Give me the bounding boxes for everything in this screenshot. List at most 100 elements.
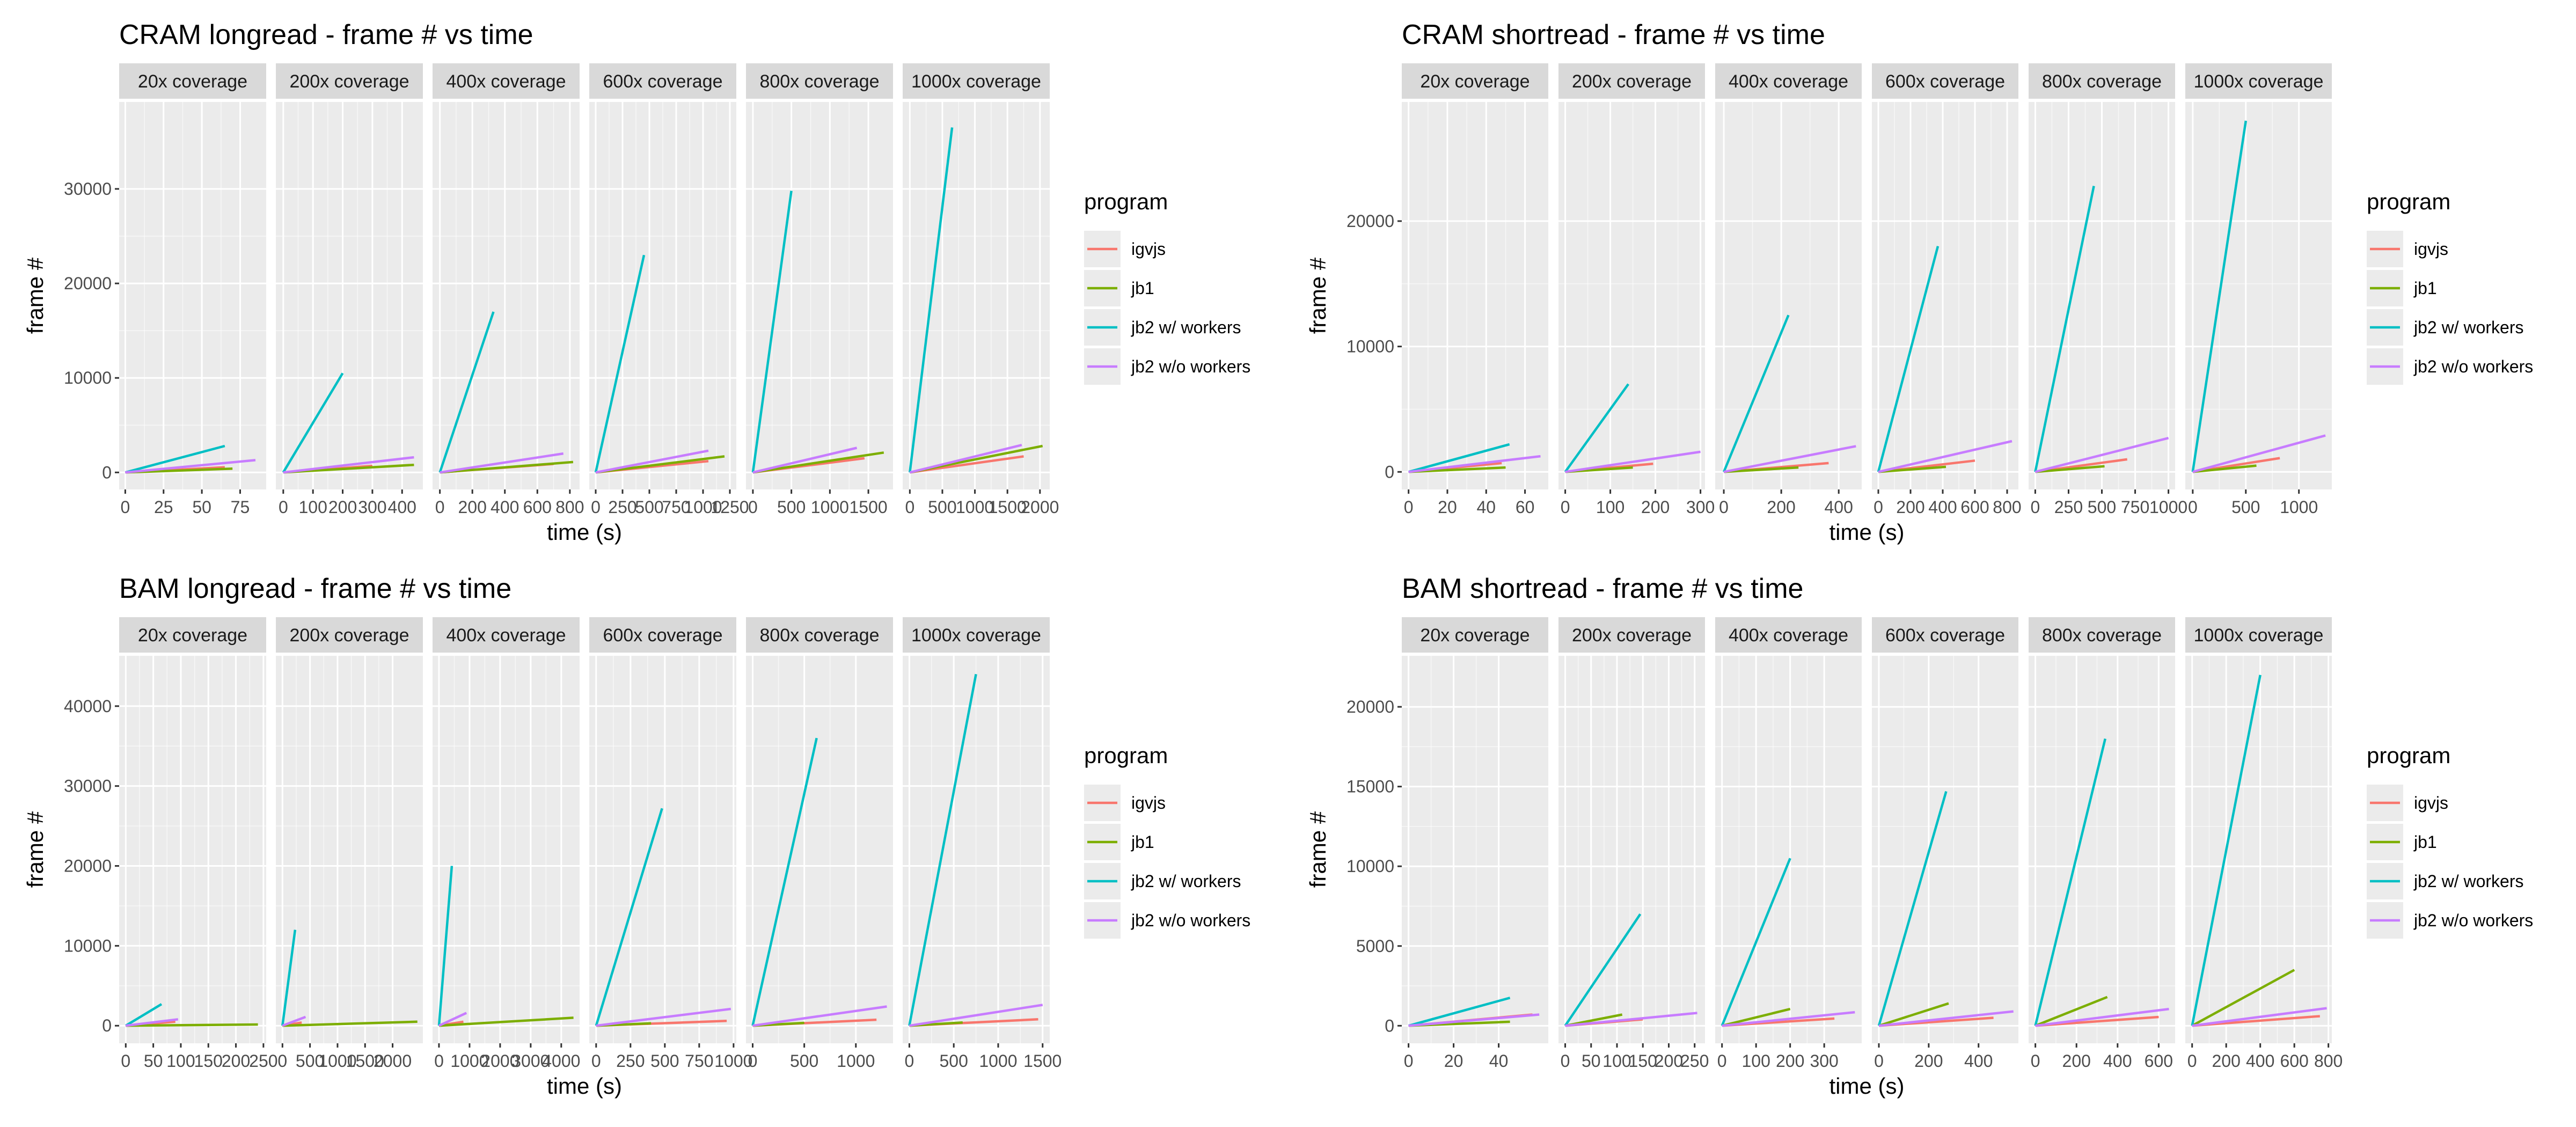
x-tick-label: 4000 bbox=[542, 1051, 580, 1071]
series-line-jb2-w-workers bbox=[1408, 443, 1510, 473]
panel-background bbox=[1715, 102, 1862, 489]
x-tick-label: 2000 bbox=[481, 1051, 519, 1071]
series-line-jb1 bbox=[1723, 466, 1799, 473]
x-tick-label: 150 bbox=[1629, 1051, 1657, 1071]
x-tick-label: 200 bbox=[1914, 1051, 1943, 1071]
x-tick-label: 0 bbox=[1874, 497, 1883, 517]
x-tick-label: 100 bbox=[166, 1051, 195, 1071]
x-tick-label: 400 bbox=[1964, 1051, 1993, 1071]
chart-bam-shortread-frame-vs-time: BAM shortread - frame # vs time050001000… bbox=[1305, 573, 2533, 1099]
x-tick-label: 1500 bbox=[850, 497, 888, 517]
panel-background bbox=[276, 656, 423, 1043]
x-tick-label: 2000 bbox=[1021, 497, 1059, 517]
series-line-jb2-w-o-workers bbox=[2192, 434, 2326, 473]
facet-strip-label: 20x coverage bbox=[1420, 71, 1529, 92]
y-tick-label: 20000 bbox=[1346, 697, 1394, 716]
chart-cram-shortread-frame-vs-time: CRAM shortread - frame # vs time01000020… bbox=[1305, 19, 2533, 545]
x-tick-label: 500 bbox=[777, 497, 806, 517]
x-tick-label: 400 bbox=[2246, 1051, 2274, 1071]
x-tick-label: 200 bbox=[1896, 497, 1924, 517]
legend-label: jb2 w/o workers bbox=[1131, 911, 1250, 930]
x-tick-label: 0 bbox=[2031, 497, 2040, 517]
series-line-jb2-w-o-workers bbox=[2192, 1007, 2327, 1027]
x-tick-label: 0 bbox=[2031, 1051, 2040, 1071]
legend-title: program bbox=[1084, 743, 1168, 768]
facet-strip bbox=[276, 617, 423, 653]
x-tick-label: 0 bbox=[1404, 497, 1414, 517]
x-tick-label: 0 bbox=[1561, 497, 1570, 517]
panel-background bbox=[1402, 656, 1548, 1043]
legend: program igvjs jb1 jb2 w/ workers jb2 w/o wor… bbox=[2367, 743, 2533, 939]
series-line-jb2-w-workers bbox=[438, 311, 495, 473]
facet-strip bbox=[1558, 63, 1705, 99]
facet-strip-label: 600x coverage bbox=[1885, 625, 2005, 646]
x-axis-title: time (s) bbox=[1829, 519, 1905, 545]
facet-strip bbox=[1402, 617, 1548, 653]
x-axis-title: time (s) bbox=[547, 1073, 622, 1099]
x-tick-label: 100 bbox=[1602, 1051, 1631, 1071]
facet-strip-label: 200x coverage bbox=[1572, 71, 1692, 92]
x-axis-title: time (s) bbox=[547, 519, 622, 545]
x-tick-label: 1500 bbox=[989, 497, 1027, 517]
legend-item-igvjs: igvjs bbox=[2367, 231, 2448, 267]
legend-item-jb2-w-workers: jb2 w/ workers bbox=[2367, 309, 2524, 346]
panel-background bbox=[746, 656, 893, 1043]
x-tick-label: 0 bbox=[591, 497, 601, 517]
x-tick-label: 800 bbox=[555, 497, 584, 517]
x-tick-label: 300 bbox=[358, 497, 386, 517]
legend: program igvjs jb1 jb2 w/ workers jb2 w/o wor… bbox=[1084, 189, 1250, 385]
x-tick-label: 250 bbox=[2054, 497, 2083, 517]
series-line-jb2-w-o-workers bbox=[2035, 1007, 2169, 1027]
legend-item-igvjs: igvjs bbox=[2367, 785, 2448, 821]
legend-label: igvjs bbox=[2414, 793, 2448, 813]
series-line-jb2-w-o-workers bbox=[1408, 1013, 1540, 1027]
x-tick-label: 40 bbox=[1476, 497, 1496, 517]
series-line-jb2-w-o-workers bbox=[596, 1007, 731, 1027]
x-tick-label: 0 bbox=[121, 1051, 130, 1071]
facet-1000x-coverage: 1000x coverage 0 500 1000 1500 bbox=[903, 617, 1062, 1071]
series-line-jb1 bbox=[752, 451, 884, 474]
y-tick-label: 10000 bbox=[1346, 857, 1394, 876]
x-tick-label: 200 bbox=[1767, 497, 1795, 517]
series-line-jb1 bbox=[438, 1016, 574, 1027]
panel-background bbox=[2029, 656, 2175, 1043]
series-line-jb1 bbox=[283, 463, 414, 474]
x-tick-label: 600 bbox=[2280, 1051, 2308, 1071]
panel-background bbox=[433, 656, 580, 1043]
series-line-jb2-w-workers bbox=[595, 808, 663, 1026]
series-line-jb2-w-o-workers bbox=[752, 447, 858, 474]
x-tick-label: 100 bbox=[1741, 1051, 1770, 1071]
y-tick-label: 10000 bbox=[64, 368, 112, 387]
y-tick-label: 10000 bbox=[64, 936, 112, 955]
facet-200x-coverage: 200x coverage 0 100 200 300 400 bbox=[276, 63, 423, 517]
x-tick-label: 1000 bbox=[684, 497, 722, 517]
panel-background bbox=[1402, 102, 1548, 489]
facet-strip bbox=[2185, 617, 2332, 653]
series-line-jb2-w-o-workers bbox=[126, 1018, 179, 1027]
facet-1000x-coverage: 1000x coverage 0 500 1000 bbox=[2185, 63, 2332, 517]
panel-background bbox=[1558, 656, 1705, 1043]
x-tick-label: 0 bbox=[277, 1051, 287, 1071]
y-axis-title: frame # bbox=[23, 811, 48, 888]
series-line-jb2-w-workers bbox=[751, 191, 793, 473]
x-tick-label: 1000 bbox=[450, 1051, 488, 1071]
x-tick-label: 600 bbox=[2145, 1051, 2173, 1071]
series-line-jb2-w-workers bbox=[909, 127, 954, 473]
panel-background bbox=[119, 656, 266, 1043]
panel-background bbox=[2185, 102, 2332, 489]
facet-strip bbox=[1715, 63, 1862, 99]
series-line-jb1 bbox=[2191, 969, 2295, 1027]
facet-400x-coverage: 400x coverage 0 100 200 300 bbox=[1715, 617, 1862, 1071]
legend-label: jb2 w/ workers bbox=[1131, 318, 1241, 337]
series-line-jb2-w-o-workers bbox=[1408, 455, 1541, 473]
x-tick-label: 3000 bbox=[511, 1051, 550, 1071]
series-line-jb2-w-workers bbox=[282, 372, 344, 473]
facet-strip-label: 800x coverage bbox=[2042, 71, 2162, 92]
x-tick-label: 750 bbox=[662, 497, 690, 517]
series-line-jb2-w-workers bbox=[1564, 383, 1630, 473]
